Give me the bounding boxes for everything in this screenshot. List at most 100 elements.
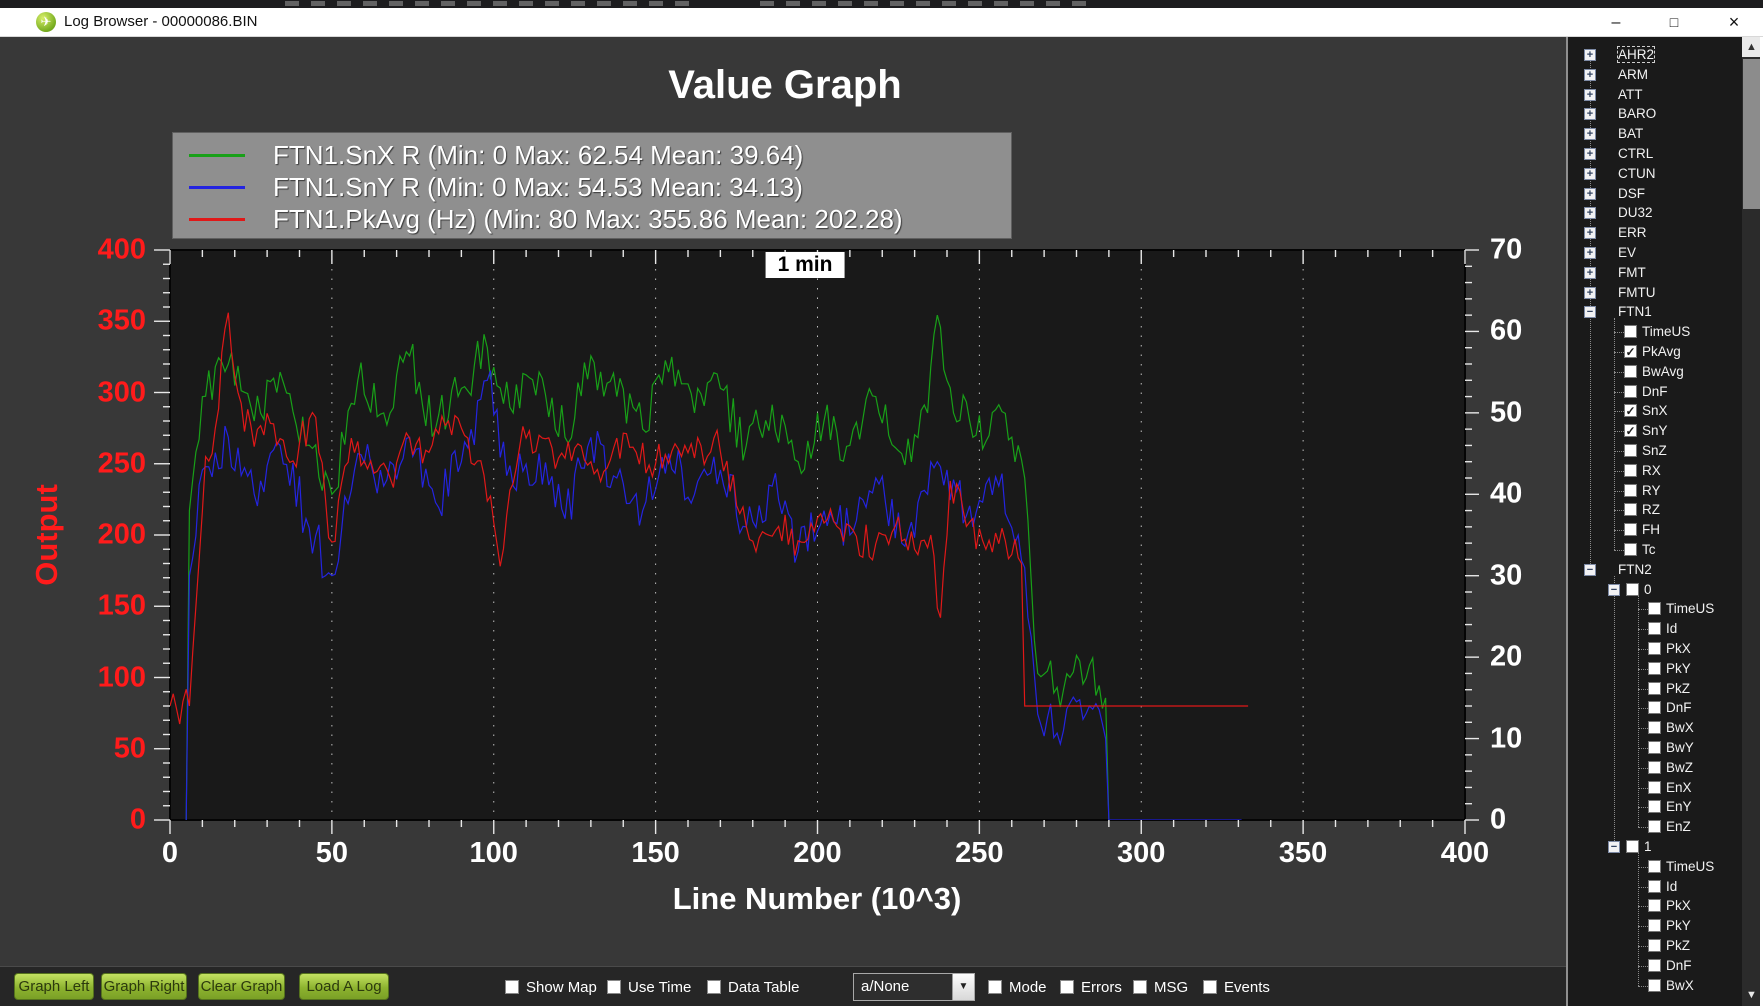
tree-item-err[interactable]: + ERR [1568, 223, 1740, 243]
field-checkbox[interactable] [1624, 543, 1637, 556]
tree-node-label[interactable]: PkX [1666, 898, 1691, 914]
field-checkbox[interactable] [1624, 325, 1637, 339]
tree-item-rz[interactable]: RZ [1568, 500, 1740, 520]
checkbox-icon[interactable] [707, 980, 721, 994]
field-checkbox[interactable] [1648, 681, 1661, 695]
expand-icon[interactable]: + [1584, 266, 1596, 279]
field-checkbox[interactable] [1648, 820, 1661, 834]
field-checkbox[interactable] [1648, 661, 1661, 675]
tree-item-ev[interactable]: + EV [1568, 243, 1740, 263]
tree-item-ctrl[interactable]: + CTRL [1568, 144, 1740, 164]
tree-node-label[interactable]: EnX [1666, 779, 1692, 795]
expand-icon[interactable]: + [1584, 286, 1596, 299]
field-checkbox[interactable] [1648, 760, 1661, 774]
tree-node-label[interactable]: ATT [1618, 86, 1643, 102]
titlebar[interactable]: ✈ Log Browser - 00000086.BIN – □ × [0, 8, 1763, 37]
tree-item-0[interactable]: −0 [1568, 580, 1740, 600]
field-checkbox[interactable] [1624, 483, 1637, 497]
field-checkbox[interactable] [1648, 622, 1661, 636]
expand-icon[interactable]: + [1584, 68, 1596, 81]
expand-icon[interactable]: + [1584, 128, 1596, 141]
tree-node-label[interactable]: DnF [1666, 700, 1692, 716]
expand-icon[interactable]: + [1584, 49, 1596, 61]
field-checkbox[interactable]: ✓ [1624, 345, 1637, 359]
tree-item-tc[interactable]: Tc [1568, 540, 1740, 560]
tree-item-dnf[interactable]: DnF [1568, 382, 1740, 402]
tree-node-label[interactable]: TimeUS [1666, 858, 1715, 874]
tree-item-fmtu[interactable]: + FMTU [1568, 283, 1740, 303]
scrollbar-thumb[interactable] [1743, 59, 1760, 209]
tree-node-label[interactable]: FMT [1618, 264, 1646, 280]
field-checkbox[interactable] [1624, 444, 1637, 457]
tree-item-pkz[interactable]: PkZ [1568, 936, 1740, 956]
tree-item-ctun[interactable]: + CTUN [1568, 164, 1740, 184]
tree-node-label[interactable]: RZ [1642, 502, 1660, 518]
tree-node-label[interactable]: Id [1666, 621, 1678, 637]
tree-item-id[interactable]: Id [1568, 619, 1740, 639]
tree-node-label[interactable]: PkY [1666, 918, 1691, 934]
tree-node-label[interactable]: SnY [1642, 423, 1668, 439]
tree-node-label[interactable]: 0 [1644, 581, 1652, 597]
tree-item-snx[interactable]: ✓ SnX [1568, 401, 1740, 421]
tree-node-label[interactable]: SnX [1642, 403, 1668, 419]
tree-node-label[interactable]: EnZ [1666, 819, 1691, 835]
tree-item-1[interactable]: −1 [1568, 837, 1740, 857]
tree-item-bwy[interactable]: BwY [1568, 738, 1740, 758]
expand-icon[interactable]: + [1584, 187, 1596, 200]
tree-item-timeus[interactable]: TimeUS [1568, 322, 1740, 342]
tree-item-pky[interactable]: PkY [1568, 659, 1740, 679]
tree-node-label[interactable]: TimeUS [1666, 601, 1715, 617]
plot-area[interactable] [0, 37, 1566, 966]
tree-item-bwz[interactable]: BwZ [1568, 758, 1740, 778]
field-checkbox[interactable] [1648, 859, 1661, 873]
tree-item-att[interactable]: + ATT [1568, 85, 1740, 105]
tree-item-snz[interactable]: SnZ [1568, 441, 1740, 461]
events-checkbox[interactable]: Events [1203, 978, 1270, 996]
field-checkbox[interactable] [1648, 899, 1661, 913]
tree-node-label[interactable]: TimeUS [1642, 324, 1691, 340]
expand-icon[interactable]: + [1584, 148, 1596, 160]
tree-node-label[interactable]: 1 [1644, 839, 1652, 854]
field-checkbox[interactable] [1624, 523, 1637, 537]
expand-icon[interactable]: + [1584, 247, 1596, 259]
tree-node-label[interactable]: SnZ [1642, 443, 1667, 458]
field-checkbox[interactable] [1648, 721, 1661, 735]
tree-item-baro[interactable]: + BARO [1568, 104, 1740, 124]
checkbox-icon[interactable] [1060, 980, 1074, 994]
tree-item-ry[interactable]: RY [1568, 481, 1740, 501]
tree-item-ftn1[interactable]: − FTN1 [1568, 302, 1740, 322]
tree-node-label[interactable]: FTN1 [1618, 304, 1652, 320]
tree-item-dnf[interactable]: DnF [1568, 956, 1740, 976]
graph-right-button[interactable]: Graph Right [101, 973, 187, 1000]
checkbox-icon[interactable] [1203, 980, 1217, 994]
tree-node-label[interactable]: ARM [1618, 66, 1648, 82]
tree-item-du32[interactable]: + DU32 [1568, 203, 1740, 223]
checkbox-icon[interactable] [505, 980, 519, 994]
tree-node-label[interactable]: BwX [1666, 977, 1694, 993]
field-checkbox[interactable] [1624, 364, 1637, 378]
tree-node-label[interactable]: AHR2 [1616, 46, 1656, 63]
tree-node-label[interactable]: CTUN [1618, 165, 1656, 181]
tree-node-label[interactable]: BAT [1618, 126, 1644, 142]
tree-item-fh[interactable]: FH [1568, 520, 1740, 540]
tree-node-label[interactable]: CTRL [1618, 146, 1654, 161]
expand-icon[interactable]: + [1584, 88, 1596, 101]
checkbox-icon[interactable] [1133, 980, 1147, 994]
errors-checkbox[interactable]: Errors [1060, 978, 1122, 996]
field-checkbox[interactable] [1648, 602, 1661, 616]
tree-node-label[interactable]: EnY [1666, 799, 1692, 815]
collapse-icon[interactable]: − [1584, 563, 1596, 576]
tree-node-label[interactable]: FMTU [1618, 284, 1656, 300]
tree-node-label[interactable]: DnF [1666, 957, 1692, 973]
tree-item-sny[interactable]: ✓ SnY [1568, 421, 1740, 441]
tree-item-bat[interactable]: + BAT [1568, 124, 1740, 144]
field-checkbox[interactable] [1626, 840, 1639, 853]
tree-item-eny[interactable]: EnY [1568, 797, 1740, 817]
close-button[interactable]: × [1728, 12, 1740, 32]
field-checkbox[interactable]: ✓ [1624, 404, 1637, 419]
tree-item-pkavg[interactable]: ✓ PkAvg [1568, 342, 1740, 362]
tree-node-label[interactable]: PkZ [1666, 680, 1691, 696]
field-checkbox[interactable] [1648, 958, 1661, 972]
tree-node-label[interactable]: Tc [1642, 542, 1656, 557]
show-map-checkbox[interactable]: Show Map [505, 978, 597, 996]
